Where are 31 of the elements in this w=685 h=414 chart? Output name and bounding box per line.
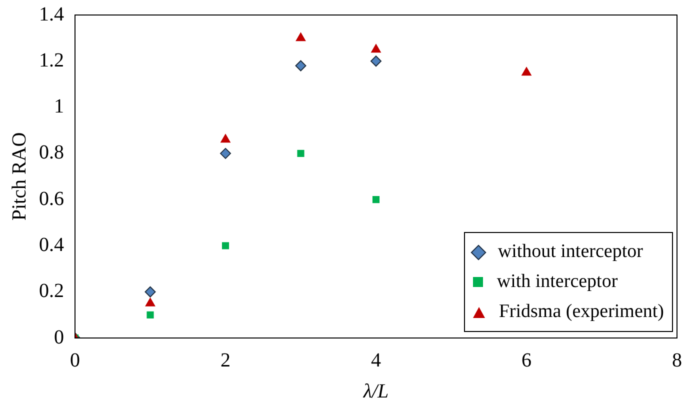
y-tick-label: 1 — [54, 96, 64, 118]
x-tick-label: 2 — [220, 349, 230, 372]
point — [220, 148, 231, 159]
y-tick-label: 0.4 — [39, 234, 64, 256]
point — [222, 242, 230, 250]
point — [144, 286, 156, 298]
y-axis-title: Pitch RAO — [8, 132, 30, 221]
point — [146, 311, 154, 318]
y-tick-label: 0.2 — [39, 280, 64, 302]
legend-label: without interceptor — [498, 240, 643, 264]
point — [521, 66, 532, 76]
x-tick-label: 6 — [522, 349, 532, 372]
x-axis-title: λ/L — [362, 380, 389, 402]
point — [297, 150, 304, 157]
y-tick-label: 0 — [54, 326, 64, 348]
y-tick-label: 1.2 — [39, 49, 64, 72]
point — [220, 134, 231, 143]
point — [370, 44, 382, 53]
legend-label: with interceptor — [496, 270, 618, 294]
y-tick-label: 0.8 — [39, 142, 64, 164]
x-tick-label: 4 — [371, 349, 381, 372]
legend-label: Fridsma (experiment) — [498, 300, 664, 324]
y-tick-label: 1.4 — [39, 3, 64, 26]
y-tick-label: 0.6 — [39, 188, 64, 210]
point — [295, 60, 306, 72]
x-tick-label: 0 — [70, 349, 80, 372]
point — [372, 196, 380, 204]
point — [296, 32, 306, 42]
x-tick-label: 8 — [672, 349, 682, 372]
point — [370, 56, 382, 67]
point — [145, 297, 156, 306]
